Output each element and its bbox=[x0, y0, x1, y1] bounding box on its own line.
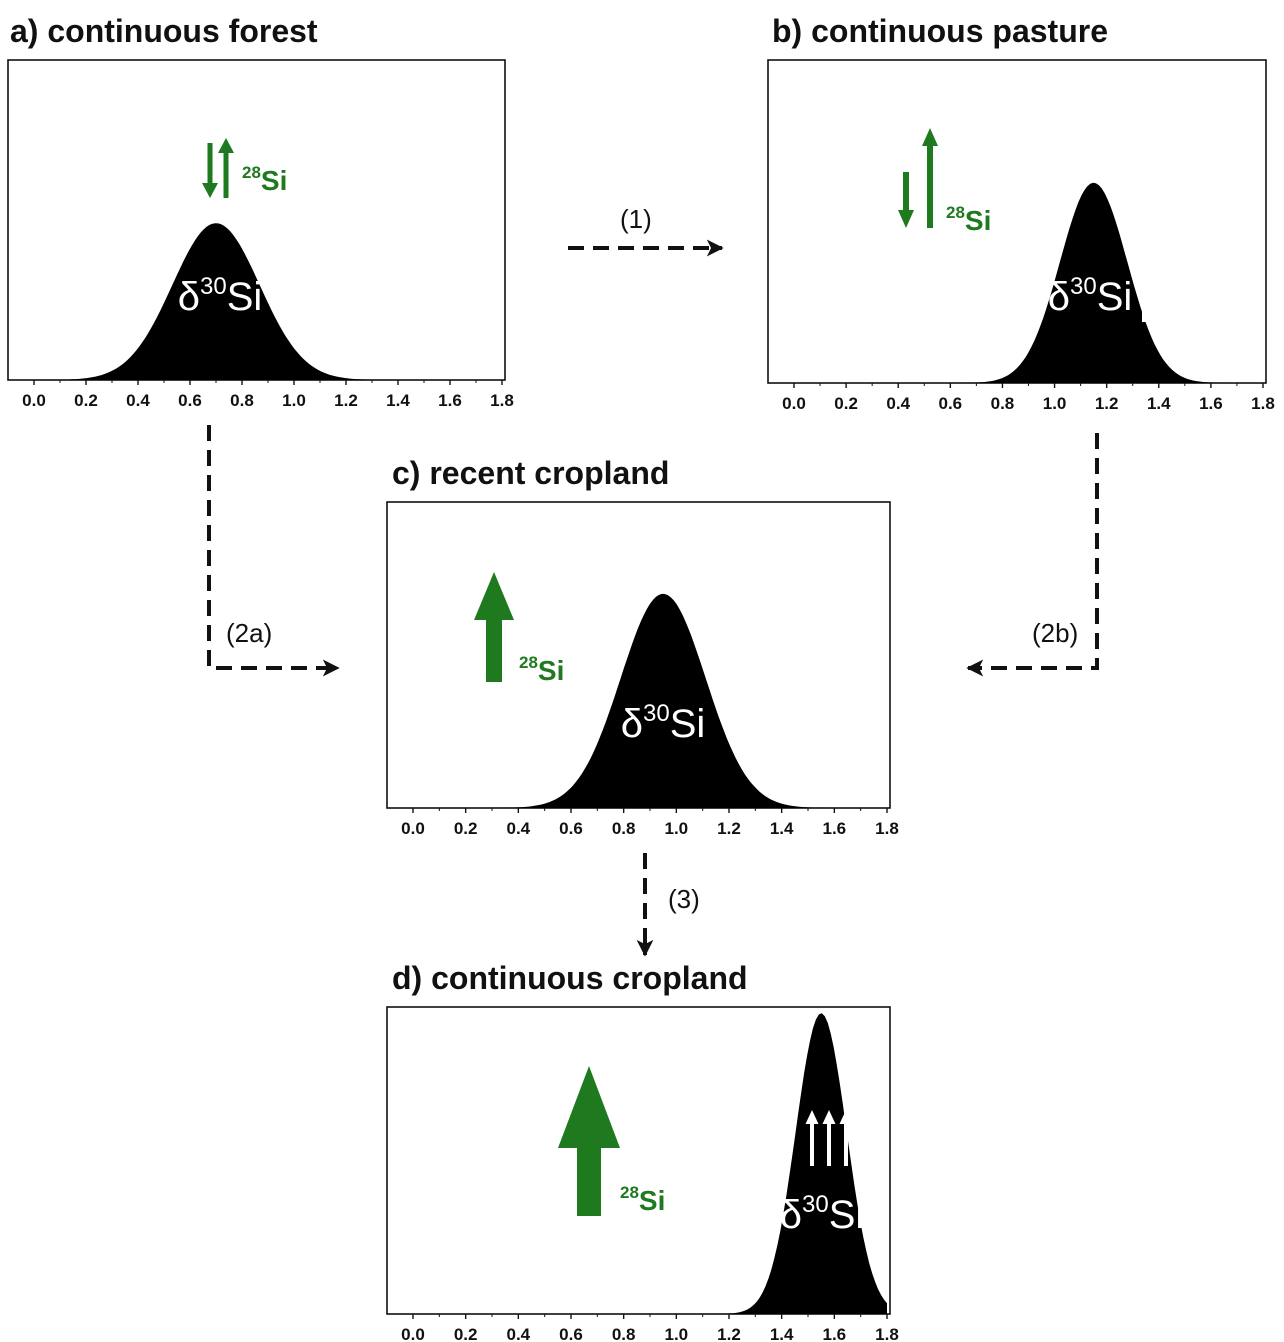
panel-d-title: d) continuous cropland bbox=[392, 960, 748, 996]
panel-c-tick-label: 0.2 bbox=[454, 819, 478, 838]
panel-c-tick-label: 0.4 bbox=[507, 819, 531, 838]
transition-2b-label: (2b) bbox=[1032, 618, 1078, 648]
panel-a-tick-label: 1.6 bbox=[438, 391, 462, 410]
panel-b-frame bbox=[767, 59, 1267, 384]
panel-a-tick-label: 0.2 bbox=[74, 391, 98, 410]
panel-b-si28-label: 28Si bbox=[946, 203, 991, 236]
panel-d-green-arrow-up-icon bbox=[558, 1066, 620, 1216]
panel-d-white-arrow-up-icon bbox=[805, 1110, 819, 1166]
panel-d-white-arrow-up-icon bbox=[839, 1110, 853, 1166]
panel-b-tick-label: 0.2 bbox=[834, 394, 858, 413]
panel-a-green-arrow-down-icon bbox=[202, 143, 218, 198]
panel-d-tick-label: 0.0 bbox=[401, 1325, 425, 1342]
panel-a-tick-label: 0.0 bbox=[22, 391, 46, 410]
panel-b-tick-label: 1.0 bbox=[1043, 394, 1067, 413]
panel-c: 0.0 0.2 0.4 0.6 0.8 1.0 1.2 1.4 1.6 1.8 δ30Si 28Si bbox=[386, 501, 899, 838]
panel-c-delta30si-label: δ30Si bbox=[621, 700, 706, 746]
panel-c-green-arrow-up-icon bbox=[474, 572, 514, 682]
panel-c-tick-label: 0.8 bbox=[612, 819, 636, 838]
panel-a-tick-label: 0.4 bbox=[126, 391, 150, 410]
panel-c-tick-label: 1.2 bbox=[717, 819, 741, 838]
panel-c-si28-label: 28Si bbox=[519, 653, 564, 686]
panel-d-tick-label: 0.2 bbox=[454, 1325, 478, 1342]
transition-2b-arrow: (2b) bbox=[966, 433, 1099, 677]
panel-d-white-arrow-up-icon bbox=[822, 1110, 836, 1166]
panel-a-title: a) continuous forest bbox=[10, 13, 318, 49]
panel-a-tick-label: 1.0 bbox=[282, 391, 306, 410]
transition-2a-arrow: (2a) bbox=[207, 425, 340, 677]
transition-3-arrow: (3) bbox=[636, 853, 700, 957]
panel-d-tick-label: 1.8 bbox=[875, 1325, 899, 1342]
panel-b-distribution-curve bbox=[794, 182, 1263, 383]
panel-b-tick-label: 0.6 bbox=[939, 394, 963, 413]
panel-a-tick-label: 1.2 bbox=[334, 391, 358, 410]
transition-2a-label: (2a) bbox=[226, 618, 272, 648]
transition-1-label: (1) bbox=[620, 204, 652, 234]
panel-b-tick-label: 1.6 bbox=[1199, 394, 1223, 413]
panel-c-tick-label: 1.0 bbox=[665, 819, 689, 838]
panel-c-tick-label: 1.8 bbox=[875, 819, 899, 838]
panel-b: 0.0 0.2 0.4 0.6 0.8 1.0 1.2 1.4 1.6 1.8 δ30Si 28Si bbox=[767, 59, 1275, 413]
panel-c-title: c) recent cropland bbox=[392, 455, 669, 491]
panel-d-tick-label: 0.6 bbox=[559, 1325, 583, 1342]
panel-a-green-arrow-up-icon bbox=[218, 138, 234, 198]
panel-b-title: b) continuous pasture bbox=[772, 13, 1108, 49]
panel-a-distribution-curve bbox=[34, 223, 502, 380]
panel-b-tick-label: 1.4 bbox=[1147, 394, 1171, 413]
panel-c-tick-label: 1.4 bbox=[770, 819, 794, 838]
panel-d: 0.0 0.2 0.4 0.6 0.8 1.0 1.2 1.4 1.6 1.8 δ30Si 28Si bbox=[386, 1006, 899, 1342]
panel-b-white-arrow-up-icon bbox=[1137, 272, 1151, 322]
panel-b-green-arrow-down-icon bbox=[898, 172, 914, 228]
panel-d-delta30si-label: δ30Si bbox=[780, 1191, 865, 1237]
panel-d-tick-label: 1.6 bbox=[823, 1325, 847, 1342]
panel-a-tick-label: 0.8 bbox=[230, 391, 254, 410]
panel-d-tick-label: 0.8 bbox=[612, 1325, 636, 1342]
panel-d-tick-label: 0.4 bbox=[507, 1325, 531, 1342]
panel-a-tick-label: 1.4 bbox=[386, 391, 410, 410]
panel-d-tick-label: 1.2 bbox=[717, 1325, 741, 1342]
panel-c-tick-label: 0.0 bbox=[401, 819, 425, 838]
panel-b-green-arrow-up-icon bbox=[922, 128, 938, 228]
panel-c-tick-label: 0.6 bbox=[559, 819, 583, 838]
panel-a-delta30si-label: δ30Si bbox=[178, 273, 263, 319]
panel-d-si28-label: 28Si bbox=[620, 1183, 665, 1216]
panel-a-tick-label: 1.8 bbox=[490, 391, 514, 410]
panel-b-delta30si-label: δ30Si bbox=[1048, 273, 1133, 319]
panel-a: 0.0 0.2 0.4 0.6 0.8 1.0 1.2 1.4 1.6 1.8 δ30Si 28Si bbox=[7, 59, 514, 410]
panel-d-tick-label: 1.0 bbox=[665, 1325, 689, 1342]
panel-b-tick-label: 1.8 bbox=[1251, 394, 1275, 413]
panel-b-tick-label: 0.8 bbox=[991, 394, 1015, 413]
transition-3-label: (3) bbox=[668, 884, 700, 914]
panel-a-tick-label: 0.6 bbox=[178, 391, 202, 410]
transition-1-arrow: (1) bbox=[568, 204, 724, 257]
panel-a-si28-label: 28Si bbox=[242, 163, 287, 196]
panel-b-tick-label: 0.4 bbox=[886, 394, 910, 413]
panel-d-distribution-curve bbox=[413, 1013, 887, 1314]
panel-b-tick-label: 0.0 bbox=[782, 394, 806, 413]
panel-c-tick-label: 1.6 bbox=[823, 819, 847, 838]
panel-d-tick-label: 1.4 bbox=[770, 1325, 794, 1342]
panel-b-tick-label: 1.2 bbox=[1095, 394, 1119, 413]
panel-c-distribution-curve bbox=[413, 593, 887, 808]
